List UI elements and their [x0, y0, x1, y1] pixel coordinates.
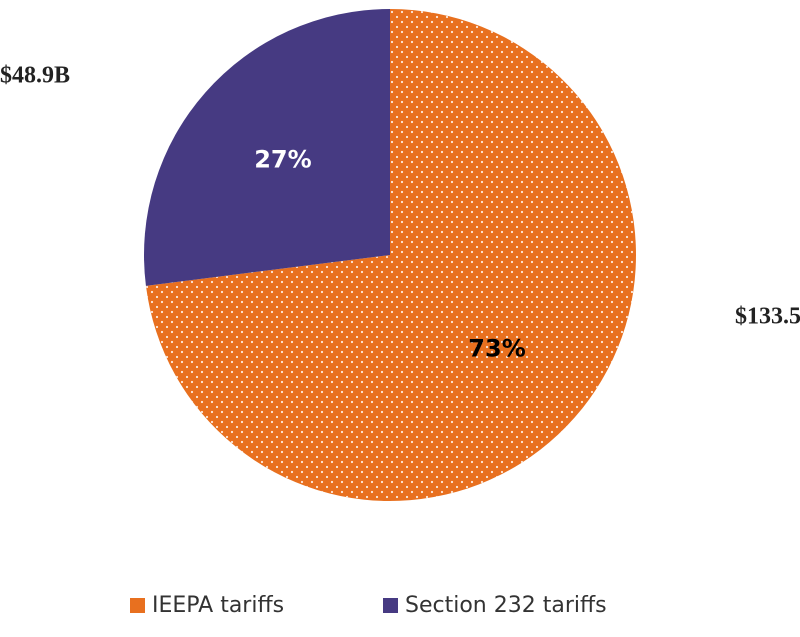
legend-swatch — [383, 598, 398, 613]
percent-label: 73% — [468, 334, 525, 362]
legend-label: IEEPA tariffs — [152, 593, 284, 618]
amount-label: $48.9B — [0, 63, 70, 89]
pie-slice — [143, 9, 390, 286]
amount-label: $133.5B — [735, 304, 800, 330]
legend-label: Section 232 tariffs — [405, 593, 607, 618]
percent-label: 27% — [254, 146, 311, 174]
legend-swatch — [130, 598, 145, 613]
